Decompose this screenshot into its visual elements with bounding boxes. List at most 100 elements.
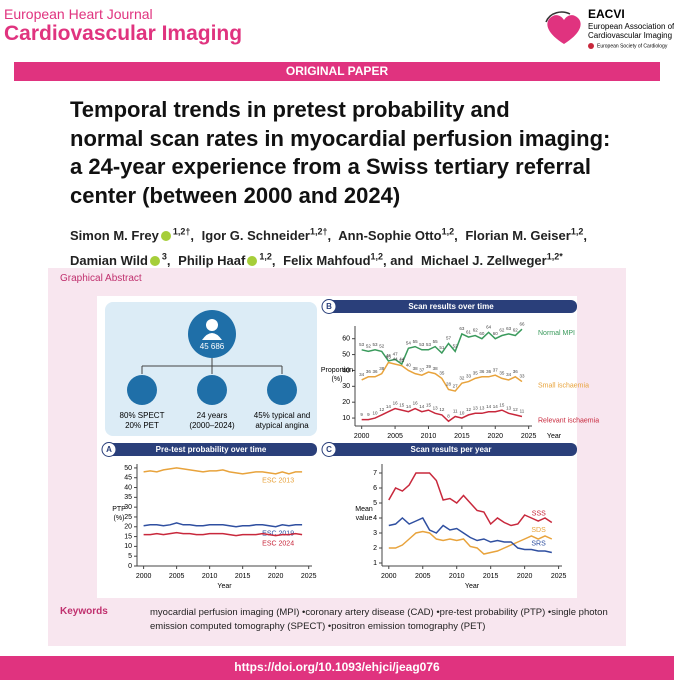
y-axis-label: PTP	[112, 506, 126, 513]
y-axis-label: Proportion	[321, 367, 353, 374]
author: Michael J. Zellweger1,2*	[421, 251, 563, 267]
x-tick-label: 2015	[483, 573, 499, 580]
value-label: 64	[486, 325, 492, 330]
summary-item: 20% PET	[125, 421, 159, 430]
subjournal: Cardiovascular Imaging	[4, 22, 243, 45]
value-label: 12	[513, 407, 519, 412]
value-label: 14	[406, 404, 412, 409]
heart-icon	[547, 15, 581, 44]
value-label: 55	[433, 339, 439, 344]
x-axis-label: Year	[217, 583, 232, 590]
series-line	[361, 328, 523, 366]
value-label: 13	[479, 405, 485, 410]
y-tick-label: 3	[373, 530, 377, 537]
value-label: 52	[379, 344, 385, 349]
authors: Simon M. Frey 1,2†, Igor G. Schneider1,2†…	[70, 222, 610, 271]
orcid-icon	[247, 255, 258, 266]
affiliation: 1,2†	[172, 227, 191, 237]
affiliation: 1,2	[370, 251, 384, 262]
y-tick-label: 15	[124, 533, 132, 540]
x-tick-label: 2015	[235, 573, 251, 580]
tree	[141, 358, 283, 374]
value-label: 33	[519, 374, 525, 379]
separator: ,	[454, 228, 458, 244]
author-name: Damian Wild	[70, 252, 148, 268]
author: Igor G. Schneider1,2†,	[202, 227, 336, 243]
icon	[127, 375, 157, 405]
panel-title: Scan results per year	[411, 445, 492, 454]
y-tick-label: 30	[124, 504, 132, 511]
value-label: 37	[493, 367, 499, 372]
series-label: ESC 2019	[262, 531, 294, 538]
value-label: 53	[373, 342, 379, 347]
value-label: 11	[520, 409, 525, 414]
x-tick-label: 2000	[136, 573, 152, 580]
value-label: 34	[359, 372, 365, 377]
panel-header	[325, 300, 577, 313]
x-tick-label: 2005	[415, 573, 431, 580]
value-label: 36	[513, 369, 519, 374]
separator: , and	[383, 252, 414, 268]
arc	[545, 11, 571, 23]
value-label: 54	[406, 340, 412, 345]
value-label: 15	[426, 402, 432, 407]
separator: ,	[166, 252, 171, 268]
x-tick-label: 2000	[354, 433, 370, 440]
author: Damian Wild 3,	[70, 251, 175, 268]
value-label: 36	[373, 369, 379, 374]
value-label: 39	[426, 364, 432, 369]
keywords: myocardial perfusion imaging (MPI)corona…	[150, 606, 620, 634]
value-label: 43	[399, 358, 405, 363]
x-tick-label: 2005	[169, 573, 185, 580]
esc: European Society of Cardiology	[597, 43, 668, 49]
series-line	[361, 407, 523, 423]
value-label: 62	[513, 328, 519, 333]
value-label: 10	[459, 410, 465, 415]
y-tick-label: 0	[128, 563, 132, 570]
value-label: 10	[373, 410, 379, 415]
y-tick-label: 10	[342, 415, 350, 422]
x-tick-label: 2020	[268, 573, 284, 580]
value-label: 44	[393, 356, 399, 361]
y-tick-label: 20	[124, 524, 132, 531]
value-label: 12	[439, 407, 445, 412]
y-tick-label: 40	[124, 484, 132, 491]
value-label: 38	[379, 366, 385, 371]
x-tick-label: 2025	[551, 573, 567, 580]
x-tick-label: 2020	[517, 573, 533, 580]
value-label: 38	[413, 366, 419, 371]
series-label: ESC 2024	[262, 540, 294, 547]
value-label: 13	[433, 405, 439, 410]
x-tick-label: 2005	[387, 433, 403, 440]
value-label: 9	[360, 412, 363, 417]
value-label: 62	[499, 328, 505, 333]
value-label: 32	[459, 375, 465, 380]
value-label: 14	[486, 404, 492, 409]
doi: https://doi.org/10.1093/ehjci/jeag076	[0, 656, 674, 680]
value-label: 51	[439, 345, 445, 350]
affiliation: 1,2	[441, 227, 455, 237]
affiliation: 1,2	[570, 227, 584, 237]
author: Felix Mahfoud1,2, and	[283, 251, 417, 268]
value-label: 37	[419, 367, 425, 372]
value-label: 14	[493, 404, 499, 409]
x-axis-label: Year	[547, 433, 562, 440]
author: Ann-Sophie Otto1,2,	[338, 227, 461, 244]
value-label: 35	[499, 371, 505, 376]
y-axis-label: (%)	[332, 376, 343, 383]
x-tick-label: 2010	[202, 573, 218, 580]
series-label: SRS	[531, 540, 546, 547]
esc-icon	[588, 43, 594, 49]
value-label: 35	[439, 371, 445, 376]
y-tick-label: 25	[124, 514, 132, 521]
author-name: Florian M. Geiser	[465, 228, 571, 244]
title-line: a 24-year experience from a Swiss tertia…	[70, 154, 591, 179]
x-tick-label: 2015	[454, 433, 470, 440]
series-line	[388, 472, 553, 527]
logo: EACVI European Association of Cardiovasc…	[545, 7, 674, 49]
y-tick-label: 45	[124, 475, 132, 482]
y-tick-label: 50	[124, 465, 132, 472]
affiliation: 1,2	[259, 251, 272, 262]
